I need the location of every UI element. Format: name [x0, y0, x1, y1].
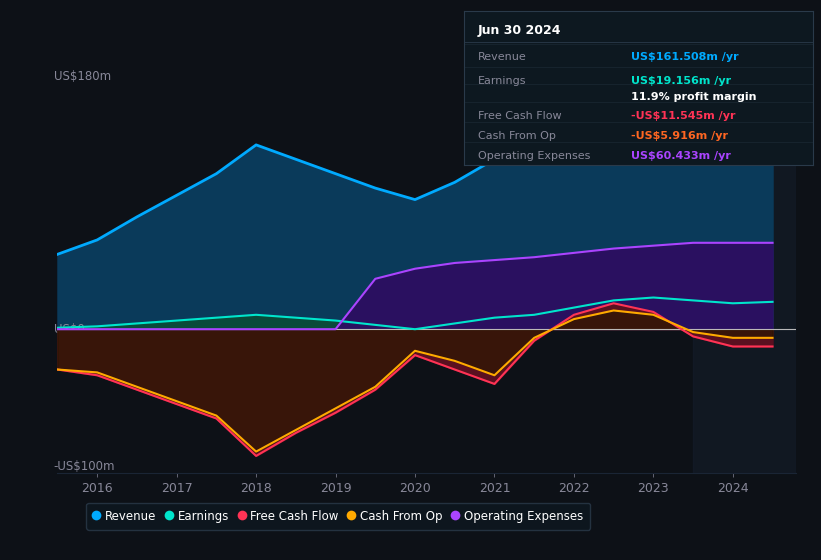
Text: Cash From Op: Cash From Op — [478, 131, 556, 141]
Text: US$0: US$0 — [54, 323, 85, 335]
Text: -US$11.545m /yr: -US$11.545m /yr — [631, 111, 736, 121]
Text: US$19.156m /yr: US$19.156m /yr — [631, 76, 732, 86]
Bar — [693, 70, 796, 473]
Text: 11.9% profit margin: 11.9% profit margin — [631, 92, 757, 102]
Text: US$60.433m /yr: US$60.433m /yr — [631, 151, 732, 161]
Text: Revenue: Revenue — [478, 53, 526, 62]
Text: US$161.508m /yr: US$161.508m /yr — [631, 53, 739, 62]
Text: -US$100m: -US$100m — [54, 460, 115, 473]
Text: Operating Expenses: Operating Expenses — [478, 151, 590, 161]
Text: Free Cash Flow: Free Cash Flow — [478, 111, 562, 121]
Text: -US$5.916m /yr: -US$5.916m /yr — [631, 131, 728, 141]
Text: Jun 30 2024: Jun 30 2024 — [478, 24, 562, 36]
Text: US$180m: US$180m — [54, 70, 111, 83]
Legend: Revenue, Earnings, Free Cash Flow, Cash From Op, Operating Expenses: Revenue, Earnings, Free Cash Flow, Cash … — [86, 503, 590, 530]
Text: Earnings: Earnings — [478, 76, 526, 86]
